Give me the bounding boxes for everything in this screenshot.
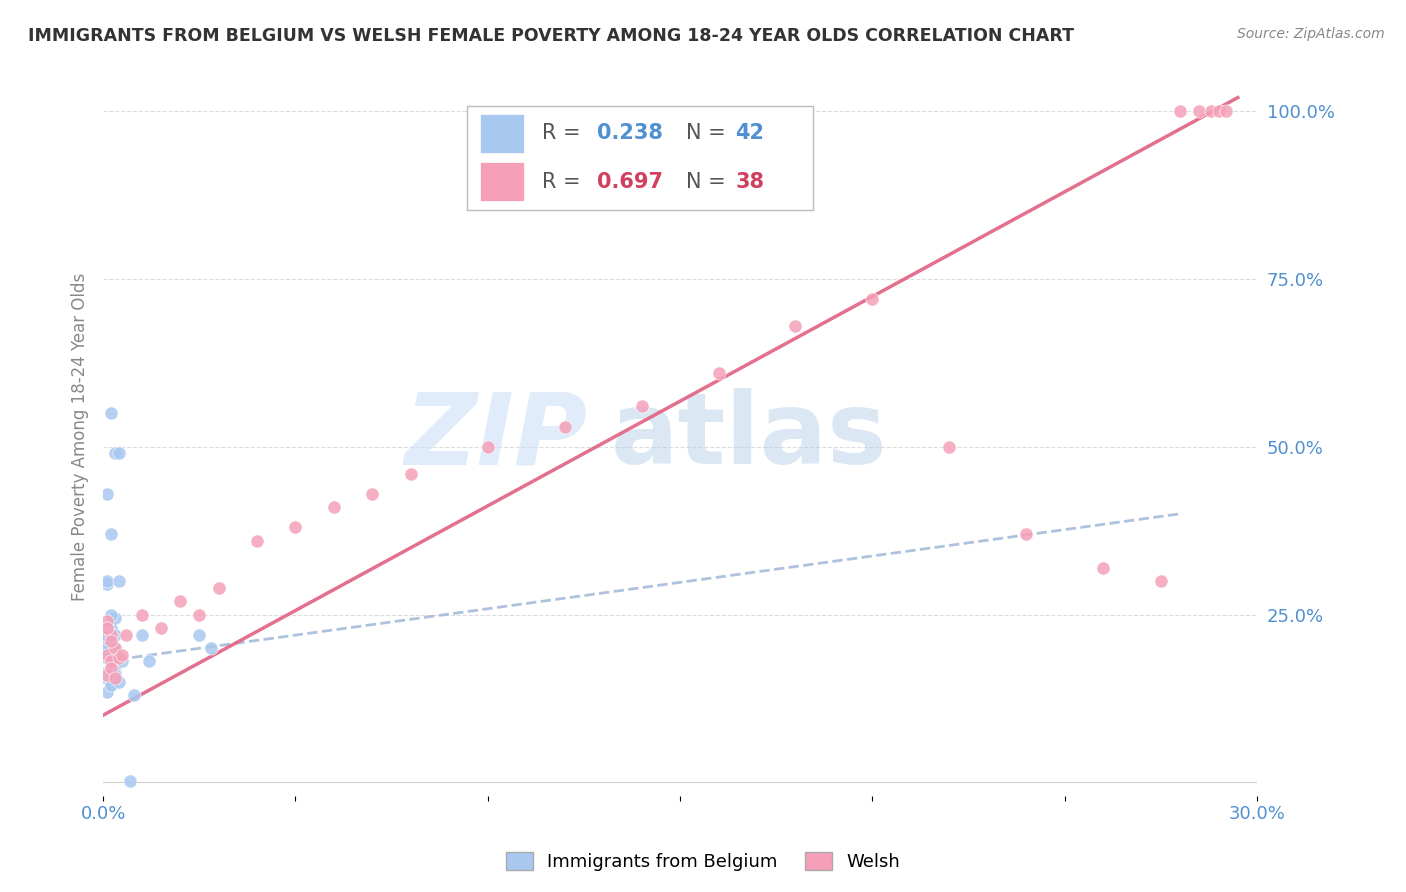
Point (100, 621, 122, 635)
Point (399, 467, 422, 481)
Y-axis label: Female Poverty Among 18-24 Year Olds: Female Poverty Among 18-24 Year Olds (72, 272, 89, 600)
Text: Source: ZipAtlas.com: Source: ZipAtlas.com (1237, 27, 1385, 41)
Text: R =: R = (541, 171, 586, 192)
Point (630, 400, 652, 414)
Point (96, 638, 118, 652)
Point (96, 644, 118, 658)
Point (100, 657, 122, 672)
Point (1150, 574, 1173, 588)
Point (100, 607, 122, 622)
Point (96, 648, 118, 662)
Point (707, 366, 730, 380)
Point (118, 774, 141, 789)
Point (200, 641, 222, 656)
Point (554, 419, 576, 434)
FancyBboxPatch shape (481, 161, 524, 202)
Point (115, 627, 138, 641)
Point (107, 674, 129, 689)
Point (100, 627, 122, 641)
Point (207, 581, 229, 595)
Point (96, 577, 118, 591)
Point (477, 440, 499, 454)
Point (100, 406, 122, 420)
Point (96, 684, 118, 698)
Point (104, 627, 127, 641)
Point (169, 594, 191, 608)
Point (107, 651, 129, 665)
Text: 0.697: 0.697 (598, 171, 664, 192)
Point (100, 661, 122, 675)
Point (188, 607, 211, 622)
Text: ZIP: ZIP (405, 388, 588, 485)
Text: IMMIGRANTS FROM BELGIUM VS WELSH FEMALE POVERTY AMONG 18-24 YEAR OLDS CORRELATIO: IMMIGRANTS FROM BELGIUM VS WELSH FEMALE … (28, 27, 1074, 45)
Point (104, 641, 127, 656)
Text: N =: N = (686, 123, 733, 144)
Text: 42: 42 (735, 123, 765, 144)
Point (785, 318, 807, 333)
Point (96, 574, 118, 588)
Point (96, 614, 118, 628)
Point (938, 440, 960, 454)
Point (111, 655, 134, 669)
Point (104, 657, 127, 672)
Point (107, 574, 129, 588)
Point (100, 627, 122, 641)
Point (131, 627, 153, 641)
Point (96, 668, 118, 682)
Point (104, 665, 127, 679)
Point (104, 641, 127, 656)
Point (96, 631, 118, 645)
Point (1188, 103, 1211, 118)
Point (96, 665, 118, 679)
Legend: Immigrants from Belgium, Welsh: Immigrants from Belgium, Welsh (499, 845, 907, 879)
Point (149, 621, 172, 635)
Point (100, 671, 122, 685)
Point (1168, 103, 1191, 118)
Point (100, 651, 122, 665)
Point (100, 655, 122, 669)
Point (138, 655, 160, 669)
Point (104, 651, 127, 665)
Point (100, 678, 122, 692)
Point (96, 651, 118, 665)
Point (111, 648, 134, 662)
Point (322, 500, 344, 514)
Point (100, 678, 122, 692)
Text: 38: 38 (735, 171, 765, 192)
Point (100, 634, 122, 648)
Point (96, 671, 118, 685)
FancyBboxPatch shape (467, 106, 813, 211)
Point (104, 446, 127, 460)
Point (100, 657, 122, 672)
Point (100, 634, 122, 648)
Point (96, 627, 118, 641)
FancyBboxPatch shape (481, 113, 524, 153)
Point (1199, 103, 1222, 118)
Point (1015, 527, 1038, 541)
Point (107, 446, 129, 460)
Point (1208, 103, 1230, 118)
Point (361, 486, 384, 500)
Point (96, 486, 118, 500)
Point (122, 688, 145, 702)
Point (96, 621, 118, 635)
Text: atlas: atlas (610, 388, 887, 485)
Point (100, 527, 122, 541)
Point (1215, 103, 1237, 118)
Point (246, 533, 269, 548)
Point (104, 671, 127, 685)
Point (104, 611, 127, 625)
Point (131, 607, 153, 622)
Text: R =: R = (541, 123, 586, 144)
Point (104, 668, 127, 682)
Point (1092, 560, 1115, 574)
Point (860, 292, 883, 306)
Text: 0.238: 0.238 (598, 123, 662, 144)
Point (100, 648, 122, 662)
Point (284, 520, 307, 534)
Point (188, 627, 211, 641)
Text: N =: N = (686, 171, 733, 192)
